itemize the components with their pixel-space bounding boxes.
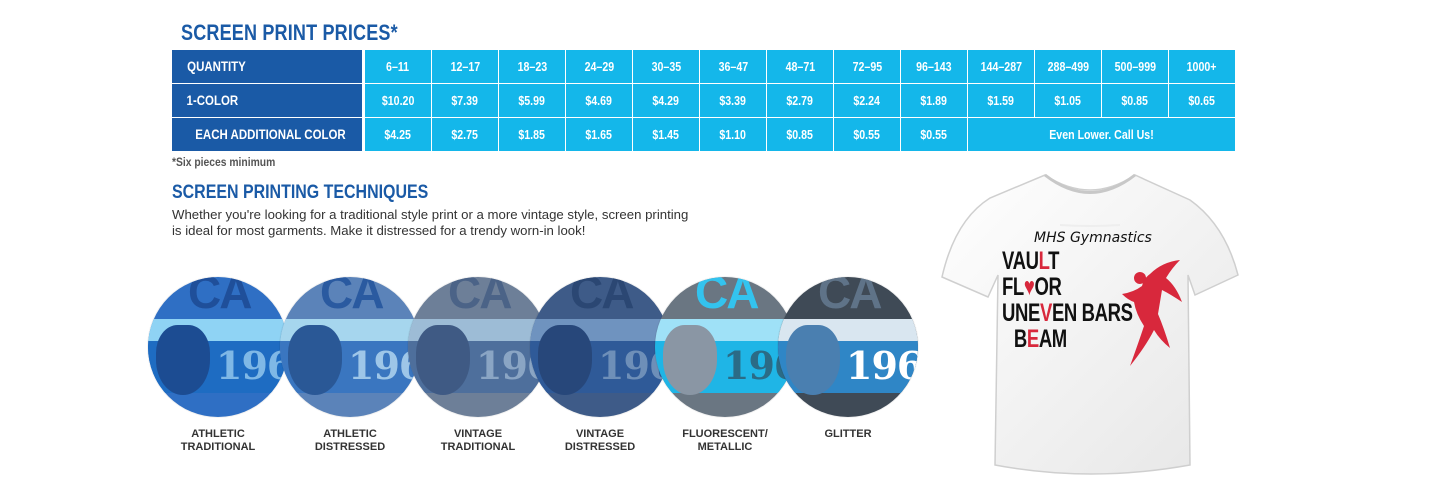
techniques-heading: SCREEN PRINTING TECHNIQUES	[172, 182, 429, 203]
qty-cell: 72–95	[834, 50, 901, 84]
technique-fluorescent-metallic: CA 1962 FLUORESCENT/ METALLIC	[655, 277, 795, 453]
price-cell: $1.59	[968, 84, 1035, 118]
swatch-letters: CA	[695, 277, 759, 318]
shirt-graphic: MHS Gymnastics VAULT FL♥OR UNEVEN BARS B…	[1002, 230, 1192, 352]
price-cell: $2.24	[834, 84, 901, 118]
technique-label: ATHLETIC	[323, 428, 377, 440]
wildcat-mascot	[786, 325, 840, 395]
swatch-image: CA 1962	[530, 277, 670, 417]
wildcat-mascot	[416, 325, 470, 395]
technique-label: VINTAGE	[453, 428, 503, 440]
swatch-image: CA 1962	[655, 277, 795, 417]
swatch-image: CA 1962	[778, 277, 918, 417]
price-cell: $0.85	[1102, 84, 1169, 118]
qty-cell: 24–29	[566, 50, 633, 84]
technique-label: DISTRESSED	[314, 441, 386, 453]
qty-cell: 30–35	[633, 50, 700, 84]
price-cell: $1.45	[633, 118, 700, 152]
shirt-line: BEAM	[1013, 325, 1067, 353]
technique-vintage-distressed: CA 1962 VINTAGE DISTRESSED	[530, 277, 670, 453]
qty-cell: 48–71	[767, 50, 834, 84]
technique-label: TRADITIONAL	[180, 441, 256, 453]
qty-cell: 6–11	[365, 50, 432, 84]
price-cell: $1.10	[700, 118, 767, 152]
swatch-letters: CA	[188, 277, 252, 318]
qty-cell: 12–17	[432, 50, 499, 84]
price-cell: $0.55	[901, 118, 968, 152]
technique-athletic-traditional: CA 1962 ATHLETIC TRADITIONAL	[148, 277, 288, 453]
tshirt-image	[941, 173, 1239, 475]
technique-label: FLUORESCENT/	[682, 428, 768, 440]
wildcat-mascot	[663, 325, 717, 395]
quantity-row: QUANTITY 6–11 12–17 18–23 24–29 30–35 36…	[172, 50, 1236, 84]
wildcat-mascot	[538, 325, 592, 395]
qty-cell: 18–23	[499, 50, 566, 84]
techniques-description: Whether you're looking for a traditional…	[172, 207, 689, 238]
price-cell: $5.99	[499, 84, 566, 118]
shirt-line: VAULT	[1002, 247, 1060, 275]
qty-cell: 500–999	[1102, 50, 1169, 84]
price-cell: $3.39	[700, 84, 767, 118]
technique-vintage-traditional: CA 1962 VINTAGE TRADITIONAL	[408, 277, 548, 453]
swatch-image: CA 1962	[280, 277, 420, 417]
price-cell: $4.69	[566, 84, 633, 118]
price-table: QUANTITY 6–11 12–17 18–23 24–29 30–35 36…	[172, 50, 1236, 152]
price-cell: $0.55	[834, 118, 901, 152]
price-cell: $1.65	[566, 118, 633, 152]
qty-cell: 96–143	[901, 50, 968, 84]
row-header-one-color: 1-COLOR	[172, 84, 365, 118]
page-title: SCREEN PRINT PRICES*	[181, 20, 398, 45]
technique-label: METALLIC	[697, 441, 753, 453]
price-cell: $2.79	[767, 84, 834, 118]
price-cell: $0.85	[767, 118, 834, 152]
one-color-row: 1-COLOR $10.20 $7.39 $5.99 $4.69 $4.29 $…	[172, 84, 1236, 118]
technique-glitter: CA 1962 GLITTER	[778, 277, 918, 440]
call-us-note: Even Lower. Call Us!	[968, 118, 1236, 152]
shirt-line: FL♥OR	[1002, 273, 1062, 301]
wildcat-mascot	[156, 325, 210, 395]
swatch-image: CA 1962	[148, 277, 288, 417]
qty-cell: 288–499	[1035, 50, 1102, 84]
price-cell: $4.29	[633, 84, 700, 118]
technique-label: TRADITIONAL	[440, 441, 516, 453]
qty-cell: 1000+	[1169, 50, 1236, 84]
swatch-letters: CA	[320, 277, 384, 318]
technique-label: DISTRESSED	[564, 441, 636, 453]
technique-label: GLITTER	[824, 428, 872, 440]
price-cell: $1.85	[499, 118, 566, 152]
additional-color-row: EACH ADDITIONAL COLOR $4.25 $2.75 $1.85 …	[172, 118, 1236, 152]
swatch-letters: CA	[818, 277, 882, 318]
swatch-letters: CA	[570, 277, 634, 318]
swatch-year: 1962	[216, 343, 288, 388]
shirt-line: UNEVEN BARS	[1002, 299, 1133, 327]
gymnast-silhouette-icon	[1122, 260, 1182, 366]
price-cell: $0.65	[1169, 84, 1236, 118]
swatch-image: CA 1962	[408, 277, 548, 417]
price-cell: $10.20	[365, 84, 432, 118]
shirt-script-text: MHS Gymnastics	[1034, 230, 1152, 246]
technique-label: ATHLETIC	[191, 428, 245, 440]
price-cell: $1.89	[901, 84, 968, 118]
qty-cell: 36–47	[700, 50, 767, 84]
price-cell: $1.05	[1035, 84, 1102, 118]
minimum-footnote: *Six pieces minimum	[172, 155, 276, 169]
price-cell: $7.39	[432, 84, 499, 118]
swatch-letters: CA	[448, 277, 512, 318]
technique-athletic-distressed: CA 1962 ATHLETIC DISTRESSED	[280, 277, 420, 453]
row-header-additional-color: EACH ADDITIONAL COLOR	[172, 118, 365, 152]
wildcat-mascot	[288, 325, 342, 395]
swatch-year: 1962	[846, 343, 918, 388]
price-cell: $2.75	[432, 118, 499, 152]
price-cell: $4.25	[365, 118, 432, 152]
qty-cell: 144–287	[968, 50, 1035, 84]
row-header-quantity: QUANTITY	[172, 50, 365, 84]
technique-label: VINTAGE	[575, 428, 625, 440]
